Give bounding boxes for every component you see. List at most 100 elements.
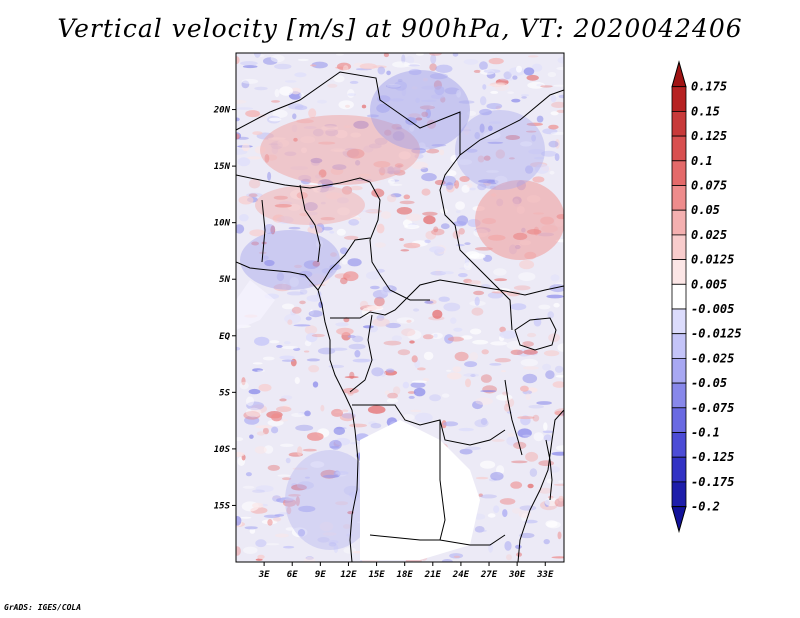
field-speckle: [348, 219, 360, 226]
field-speckle: [522, 373, 538, 384]
field-speckle: [463, 373, 480, 377]
field-speckle: [558, 495, 564, 502]
field-speckle: [328, 542, 337, 547]
lon-tick-label: 18E: [397, 570, 414, 580]
field-speckle: [236, 117, 240, 122]
field-speckle: [276, 344, 283, 348]
field-speckle: [236, 107, 253, 110]
field-speckle: [281, 303, 295, 310]
colorbar-label: 0.05: [691, 203, 720, 217]
field-speckle: [288, 494, 301, 497]
field-speckle: [494, 278, 508, 282]
field-speckle: [249, 434, 254, 439]
border: [499, 289, 513, 331]
field-speckle: [405, 116, 417, 126]
field-speckle: [295, 424, 314, 431]
field-speckle: [474, 526, 485, 533]
field-speckle: [252, 131, 263, 136]
field-speckle: [551, 451, 564, 456]
field-speckle: [488, 57, 504, 65]
field-speckle: [383, 53, 389, 58]
field-speckle: [320, 404, 325, 412]
field-speckle: [256, 431, 266, 436]
field-speckle: [533, 156, 545, 160]
lat-tick-label: 10S: [214, 445, 231, 455]
field-speckle: [543, 350, 560, 357]
field-speckle: [475, 476, 489, 480]
field-speckle: [344, 235, 359, 240]
field-speckle: [396, 317, 415, 324]
field-speckle: [445, 181, 454, 190]
field-speckle: [267, 464, 280, 471]
field-speckle: [491, 291, 509, 294]
field-speckle: [241, 143, 250, 152]
field-speckle: [401, 328, 416, 337]
field-speckle: [336, 327, 354, 336]
field-speckle: [528, 404, 544, 409]
field-speckle: [460, 335, 473, 340]
field-speckle: [292, 113, 297, 120]
field-speckle: [271, 100, 280, 103]
field-speckle: [550, 131, 564, 135]
field-speckle: [520, 141, 533, 147]
field-speckle: [441, 559, 453, 562]
field-speckle: [421, 99, 437, 102]
field-speckle: [547, 71, 557, 78]
field-speckle: [255, 539, 267, 548]
field-speckle: [255, 558, 263, 561]
field-speckle: [542, 430, 554, 434]
field-speckle: [343, 65, 349, 73]
field-speckle: [506, 554, 512, 561]
field-speckle: [299, 92, 305, 98]
field-speckle: [403, 62, 421, 68]
field-speckle: [510, 349, 524, 355]
field-speckle: [359, 300, 369, 309]
field-speckle: [477, 155, 485, 163]
field-speckle: [422, 378, 430, 382]
field-speckle: [317, 537, 330, 543]
colorbar-swatch: [671, 234, 687, 260]
field-speckle: [471, 307, 484, 316]
field-speckle: [538, 487, 553, 494]
field-speckle: [557, 343, 564, 352]
field-speckle: [501, 370, 506, 373]
colorbar-label: 0.125: [691, 129, 727, 143]
field-speckle: [490, 341, 508, 346]
field-speckle: [261, 255, 269, 260]
field-speckle: [444, 334, 454, 344]
border: [439, 420, 446, 541]
field-speckle: [290, 309, 296, 316]
field-speckle: [469, 328, 482, 335]
field-speckle: [423, 215, 436, 225]
field-speckle: [526, 122, 543, 127]
field-speckle: [480, 417, 488, 426]
field-speckle: [279, 355, 295, 360]
field-speckle: [352, 335, 364, 343]
colorbar-swatch: [671, 407, 687, 433]
field-speckle: [456, 244, 465, 247]
field-speckle: [527, 332, 537, 338]
field-speckle: [248, 193, 258, 198]
field-speckle: [493, 505, 500, 513]
field-speckle: [456, 159, 473, 165]
field-speckle: [551, 101, 564, 108]
field-speckle: [547, 466, 561, 473]
field-speckle: [551, 556, 564, 559]
field-speckle: [525, 451, 539, 462]
field-speckle: [502, 509, 508, 518]
field-speckle: [285, 457, 291, 464]
field-speckle: [297, 481, 314, 490]
field-speckle: [401, 54, 406, 64]
lat-tick-label: 15N: [214, 162, 231, 172]
field-speckle: [555, 139, 560, 149]
field-speckle: [441, 271, 454, 275]
field-speckle: [513, 285, 531, 291]
field-speckle: [496, 465, 505, 475]
field-speckle: [483, 131, 501, 140]
field-speckle: [446, 372, 462, 380]
field-speckle: [284, 80, 297, 83]
colorbar-label: 0.075: [691, 179, 727, 193]
field-speckle: [328, 364, 345, 369]
field-speckle: [246, 401, 264, 411]
field-speckle: [303, 350, 310, 353]
